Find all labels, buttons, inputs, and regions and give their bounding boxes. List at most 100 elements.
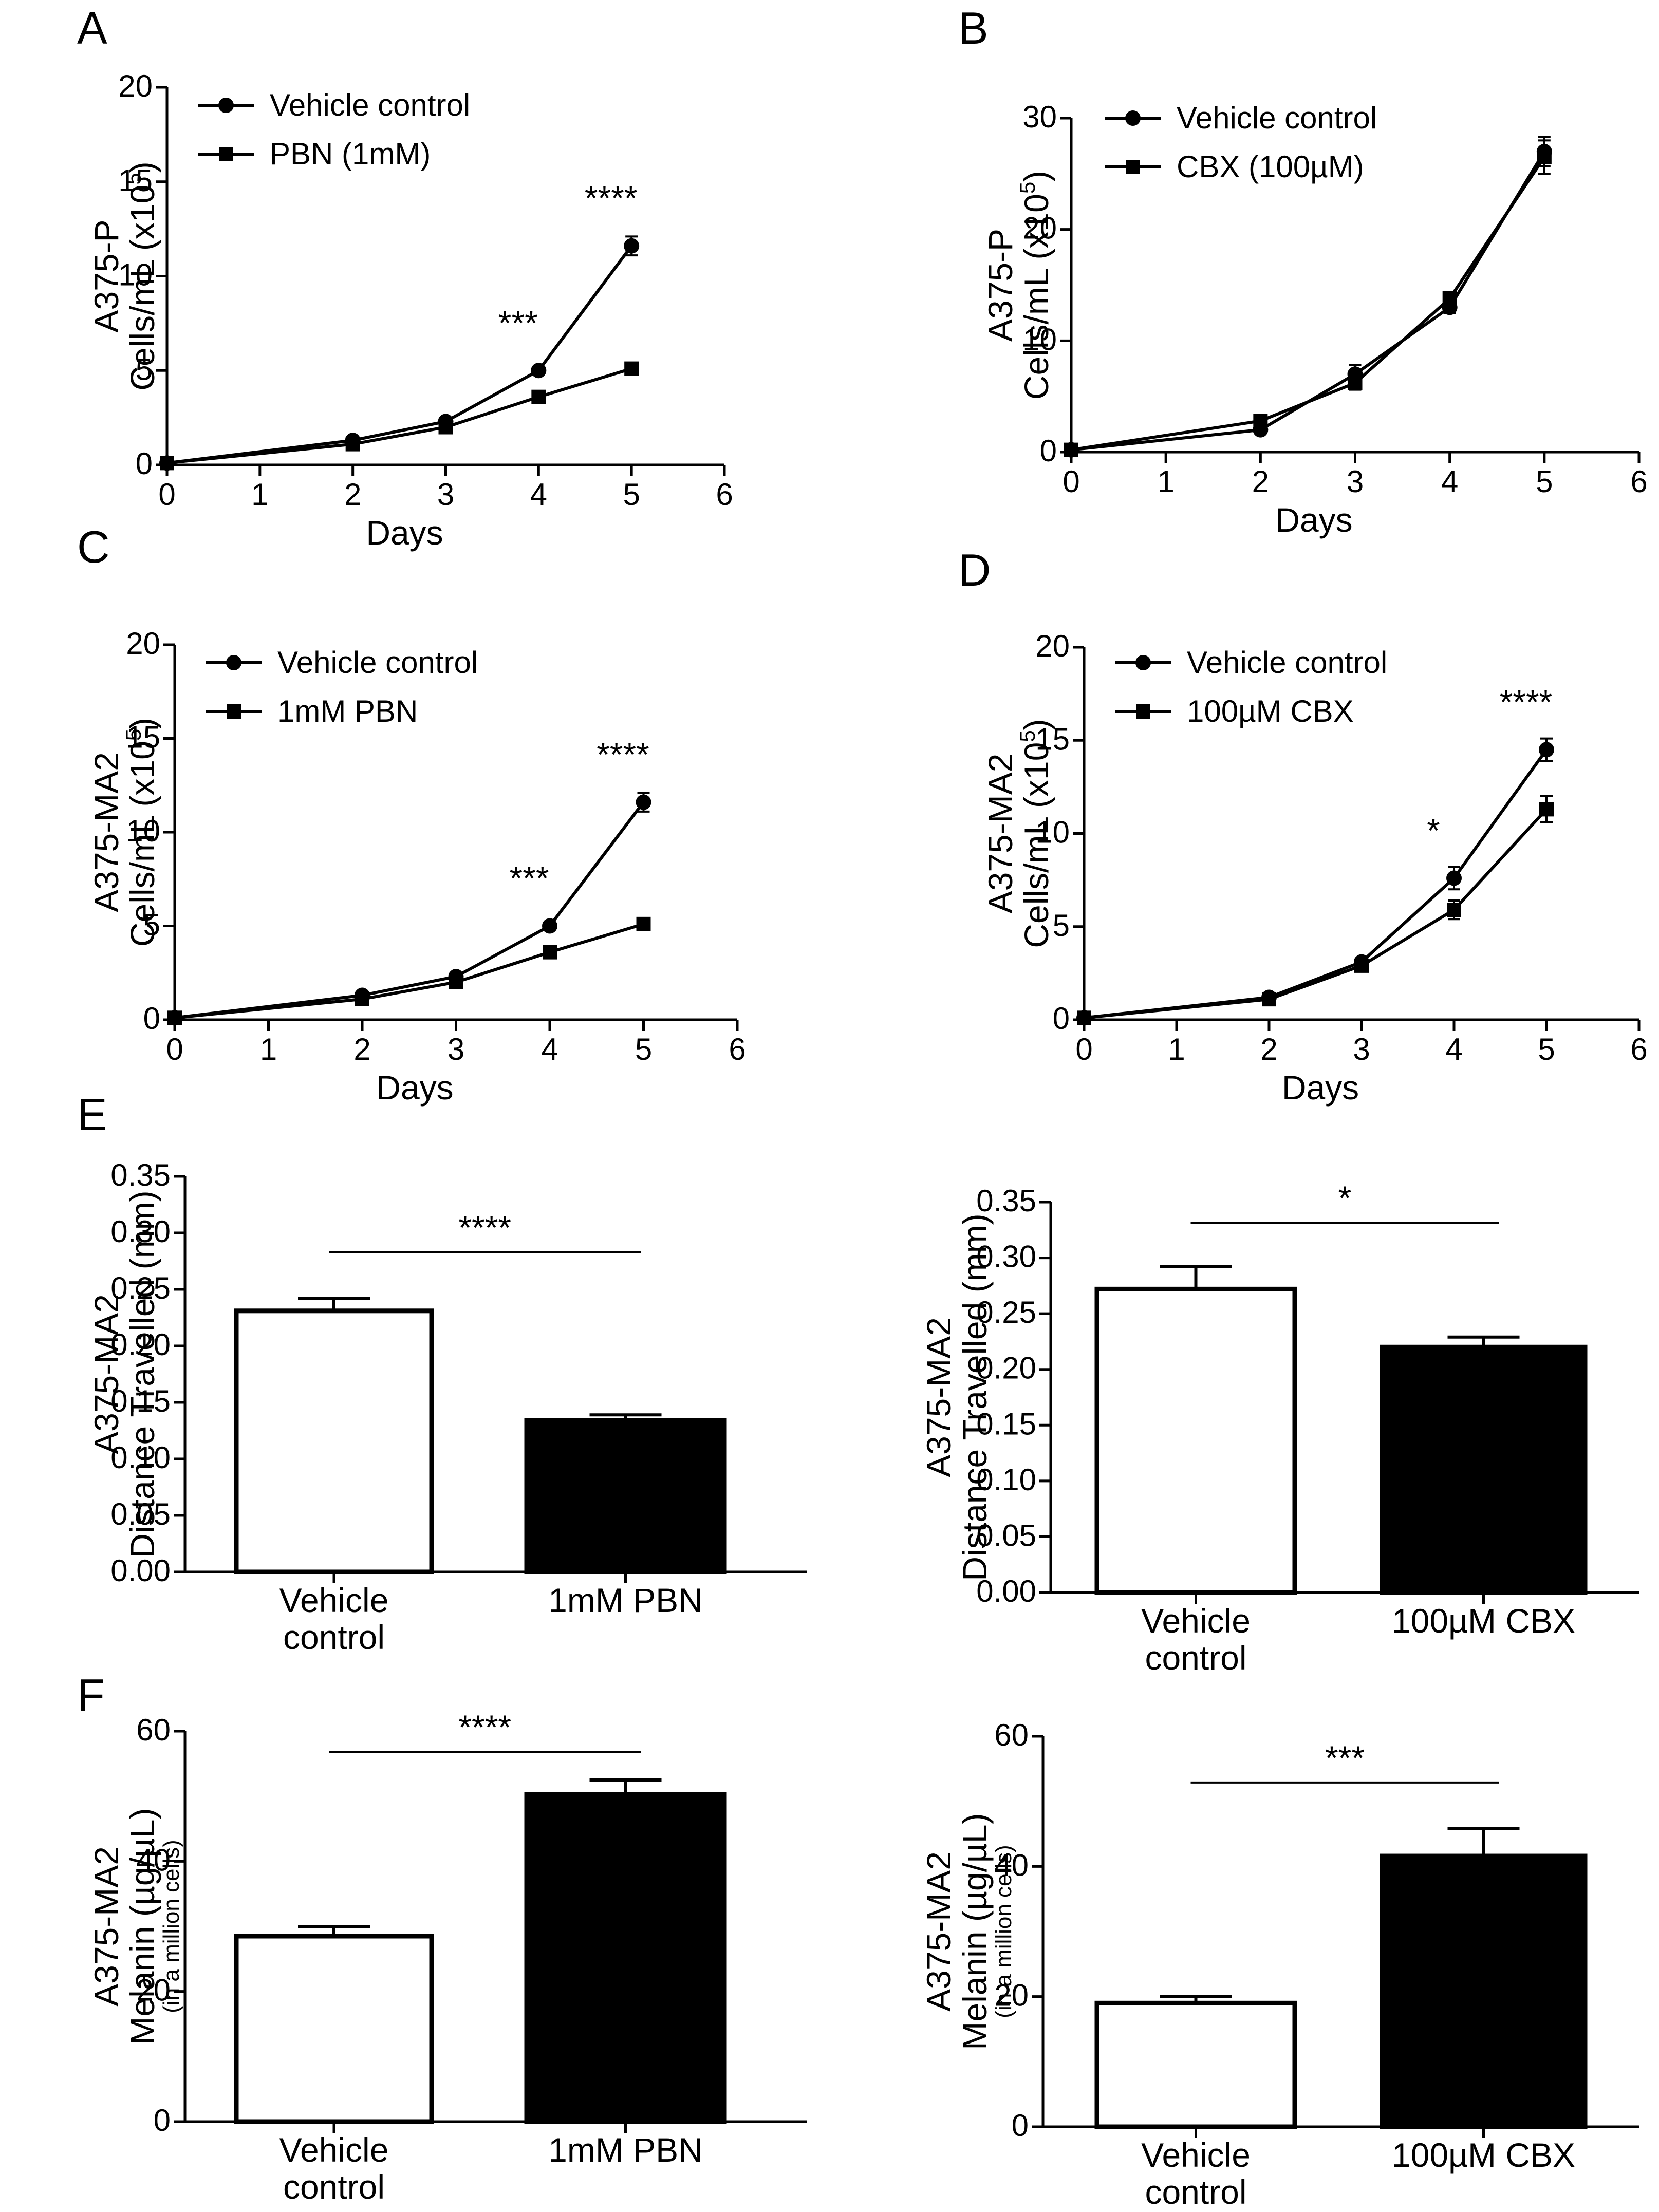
- y-tick-label: 40: [994, 1848, 1029, 1882]
- y-axis-title-line1: A375-MA2: [87, 752, 125, 912]
- y-tick-label: 10: [1022, 322, 1057, 357]
- x-tick-label: 4: [530, 477, 547, 512]
- bar: [1094, 2000, 1297, 2129]
- y-axis-title-close: ): [1017, 171, 1055, 182]
- x-tick-label: 1: [260, 1032, 277, 1066]
- data-point: [449, 975, 463, 989]
- y-tick-label: 0.20: [976, 1351, 1036, 1385]
- data-point: [624, 238, 640, 254]
- legend-marker: [1125, 110, 1141, 126]
- y-tick-label: 20: [994, 1978, 1029, 2013]
- y-axis-title-line1: A375-MA2: [920, 1317, 958, 1477]
- y-tick-label: 0.25: [976, 1295, 1036, 1329]
- y-tick-label: 10: [126, 814, 160, 848]
- y-tick-label: 0: [154, 2103, 171, 2138]
- significance-label: ***: [1325, 1739, 1365, 1777]
- y-axis-title-units: Cells/mL (x10: [1017, 742, 1055, 948]
- y-tick-label: 0: [136, 446, 153, 481]
- data-point: [636, 794, 651, 810]
- y-axis-title-line2: Cells/mL (x105): [1015, 719, 1055, 948]
- x-tick-label: 1: [1157, 464, 1174, 499]
- y-tick-label: 30: [1022, 100, 1057, 134]
- x-axis-title: Days: [1275, 501, 1352, 539]
- category-label: Vehicle: [279, 1581, 389, 1619]
- bar: [524, 1418, 727, 1574]
- data-point: [1446, 870, 1462, 886]
- y-axis-title-exponent: 5: [121, 173, 145, 184]
- significance-label: ****: [597, 736, 649, 774]
- y-axis-title-line1: A375-P: [87, 219, 125, 332]
- data-point: [1077, 1010, 1091, 1025]
- series-treatment: [1077, 795, 1554, 1025]
- x-tick-label: 4: [1445, 1032, 1462, 1066]
- y-tick-label: 20: [126, 626, 160, 661]
- y-tick-label: 0.00: [976, 1574, 1036, 1608]
- y-axis-title-line2: Cells/mL (x105): [121, 161, 161, 390]
- x-tick-label: 4: [1441, 464, 1458, 499]
- y-tick-label: 0: [1053, 1001, 1070, 1036]
- y-axis-title-units: Cells/mL (x10: [123, 185, 161, 391]
- data-point: [531, 363, 547, 379]
- y-axis-title-line3: (in a million cells): [159, 1840, 184, 2013]
- x-axis-title: Days: [366, 514, 443, 552]
- data-point: [1262, 992, 1276, 1007]
- y-tick-label: 0.30: [976, 1240, 1036, 1274]
- x-axis-title: Days: [1282, 1068, 1359, 1107]
- x-tick-label: 0: [1062, 464, 1079, 499]
- data-point: [1064, 442, 1078, 457]
- legend-label: 1mM PBN: [277, 694, 418, 728]
- legend-marker: [226, 655, 241, 670]
- x-tick-label: 5: [635, 1032, 652, 1066]
- data-point: [355, 991, 369, 1006]
- series-line: [1071, 151, 1546, 452]
- y-axis-title-line2: Cells/mL (x105): [121, 718, 161, 947]
- series-treatment: [167, 916, 651, 1025]
- panel-letter-f: F: [77, 1670, 105, 1720]
- y-axis-title-line1: A375-MA2: [920, 1851, 958, 2012]
- y-axis-title-line3: (in a million cells): [991, 1845, 1016, 2018]
- y-axis-title-exponent: 5: [1015, 730, 1039, 742]
- data-point: [345, 437, 360, 452]
- category-label: Vehicle: [1141, 1602, 1251, 1640]
- x-tick-label: 6: [1630, 1032, 1647, 1066]
- x-tick-label: 5: [1536, 464, 1553, 499]
- x-tick-label: 0: [158, 477, 175, 512]
- y-axis-title-line2: Cells/mL (x105): [1015, 171, 1055, 400]
- legend-marker: [1126, 160, 1140, 174]
- significance-label: ***: [498, 304, 538, 342]
- x-axis-title: Days: [376, 1068, 453, 1107]
- significance-label: ****: [1500, 683, 1553, 721]
- bar: [1094, 1286, 1297, 1595]
- category-label: 100µM CBX: [1392, 1602, 1575, 1640]
- data-point: [531, 389, 546, 404]
- y-tick-label: 0.25: [110, 1271, 171, 1305]
- category-label: control: [283, 2168, 385, 2206]
- x-tick-label: 5: [1538, 1032, 1555, 1066]
- legend-label: Vehicle control: [270, 88, 470, 122]
- data-point: [1537, 149, 1552, 164]
- data-point: [1253, 414, 1268, 428]
- panel-letter-b: B: [958, 3, 989, 53]
- category-label: 1mM PBN: [548, 2131, 703, 2169]
- y-axis-title-units: Cells/mL (x10: [1017, 194, 1055, 400]
- y-tick-label: 60: [994, 1718, 1029, 1752]
- y-tick-label: 60: [136, 1713, 171, 1747]
- series-line: [1071, 156, 1546, 452]
- category-label: Vehicle: [279, 2131, 389, 2169]
- y-tick-label: 0.05: [110, 1497, 171, 1531]
- category-label: control: [1145, 2173, 1246, 2211]
- y-axis-title-close: ): [123, 161, 161, 173]
- y-axis-title-close: ): [1017, 719, 1055, 730]
- x-tick-label: 1: [1168, 1032, 1185, 1066]
- bar: [1380, 1853, 1588, 2129]
- y-tick-label: 20: [136, 1973, 171, 2008]
- legend-label: Vehicle control: [1177, 101, 1377, 135]
- legend-label: Vehicle control: [1187, 645, 1387, 680]
